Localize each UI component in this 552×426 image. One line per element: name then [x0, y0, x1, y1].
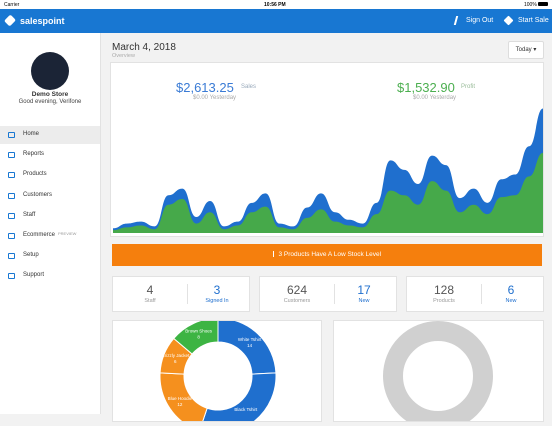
- stat-extra-value: 6: [507, 283, 515, 297]
- profit-label: Profit: [461, 84, 476, 90]
- sales-value: $2,613.25: [176, 80, 234, 95]
- stat-extra-label: New: [505, 298, 517, 304]
- nav-label[interactable]: Staff: [23, 211, 36, 218]
- sales-previous: $0.00 Yesterday: [193, 95, 237, 101]
- battery: 100%: [524, 2, 537, 8]
- slice-value: 14: [247, 343, 253, 348]
- nav-icon: [8, 233, 15, 239]
- greeting: Good evening, Verifone: [18, 99, 82, 105]
- nav-icon: [8, 192, 15, 199]
- status-bar: Carrier 10:56 PM 100%: [0, 0, 552, 9]
- header: salespoint Sign Out Start Sale: [0, 9, 552, 33]
- stat-card: 128 Products 6 New: [406, 276, 544, 312]
- start-sale[interactable]: Start Sale: [518, 17, 549, 24]
- stat-extra-value: 3: [213, 283, 221, 297]
- nav-label[interactable]: Customers: [23, 191, 53, 198]
- stat-card: 4 Staff 3 Signed In: [112, 276, 250, 312]
- slice-label: White Tshirt: [238, 337, 262, 342]
- stat-value: 128: [433, 283, 455, 297]
- stat-extra-value: 17: [357, 283, 371, 297]
- sign-out-icon: [453, 16, 465, 25]
- nav-item[interactable]: Customers: [0, 187, 100, 205]
- nav-item[interactable]: Staff: [0, 207, 100, 225]
- nav-icon: [8, 152, 15, 159]
- stat-value: 4: [146, 283, 154, 297]
- slice-label: Blue Hoodie: [168, 396, 193, 401]
- nav-item[interactable]: Reports: [0, 146, 100, 164]
- stock-alert[interactable]: 3 Products Have A Low Stock Level: [112, 244, 542, 266]
- sidebar: Demo Store Good evening, Verifone Home Re…: [0, 33, 101, 414]
- nav-label[interactable]: Reports: [23, 151, 45, 158]
- slice-label: Black Tshirt: [234, 407, 258, 412]
- alert-text[interactable]: 3 Products Have A Low Stock Level: [278, 251, 382, 258]
- nav-label[interactable]: Products: [23, 171, 47, 178]
- overview-card: $2,613.25 Sales $0.00 Yesterday $1,532.9…: [110, 62, 544, 237]
- donut-slice: [200, 372, 277, 426]
- divider: [334, 284, 335, 304]
- stat-card: 624 Customers 17 New: [259, 276, 397, 312]
- stat-value: 624: [286, 283, 308, 297]
- nav-label[interactable]: Home: [23, 131, 40, 137]
- nav-badge: PREVIEW: [58, 231, 77, 236]
- nav-icon: [8, 172, 15, 179]
- stat-extra-label: Signed In: [205, 298, 229, 304]
- area-chart: [113, 108, 543, 233]
- alert-icon: [272, 251, 275, 257]
- nav-icon: [8, 253, 15, 260]
- time: 10:56 PM: [264, 2, 286, 8]
- slice-value: 12: [177, 402, 183, 407]
- brand[interactable]: salespoint: [20, 16, 65, 26]
- profit-previous: $0.00 Yesterday: [413, 95, 457, 101]
- nav-label[interactable]: Setup: [23, 252, 39, 259]
- date: March 4, 2018: [112, 42, 176, 53]
- slice-label: Grizzly Jacket: [161, 353, 190, 358]
- stat-label: Staff: [144, 298, 156, 304]
- slice-value: 6: [174, 359, 177, 364]
- stat-label: Customers: [283, 298, 311, 304]
- nav-label[interactable]: Support: [23, 272, 45, 279]
- divider: [481, 284, 482, 304]
- nav-icon: [8, 273, 15, 280]
- placeholder-donut: [383, 321, 493, 426]
- nav-item[interactable]: Ecommerce PREVIEW: [0, 227, 100, 245]
- area-series: [113, 152, 543, 233]
- battery-icon: [538, 2, 548, 6]
- donut-slice: [173, 317, 219, 355]
- brand-icon: [3, 14, 17, 27]
- range-label[interactable]: Today: [515, 47, 532, 53]
- store-name: Demo Store: [31, 91, 69, 98]
- nav-item[interactable]: Products: [0, 166, 100, 184]
- nav-item[interactable]: Setup: [0, 247, 100, 265]
- nav-label[interactable]: Ecommerce: [23, 232, 56, 238]
- slice-label: Brown Shoes: [185, 328, 213, 333]
- nav-icon: [8, 212, 15, 219]
- second-card: [333, 320, 544, 426]
- stat-extra-label: New: [358, 298, 370, 304]
- slice-value: 8: [197, 334, 200, 339]
- carrier: Carrier: [4, 2, 20, 8]
- empty-ring: [383, 321, 493, 426]
- profit-value: $1,532.90: [397, 80, 455, 95]
- store-logo: [31, 52, 69, 90]
- start-sale-icon: [503, 15, 514, 26]
- subtitle: Overview: [112, 53, 135, 59]
- divider: [187, 284, 188, 304]
- sign-out[interactable]: Sign Out: [466, 17, 494, 24]
- stat-label: Products: [433, 298, 455, 304]
- nav-item[interactable]: Support: [0, 267, 100, 285]
- donut-card: White Tshirt 14 Black Tshirt Blue Hoodie 12 G…: [112, 317, 322, 426]
- nav-item[interactable]: Home: [0, 126, 100, 144]
- sales-label: Sales: [241, 84, 257, 90]
- range-button[interactable]: Today ▾: [508, 41, 544, 59]
- nav-icon: [8, 132, 15, 138]
